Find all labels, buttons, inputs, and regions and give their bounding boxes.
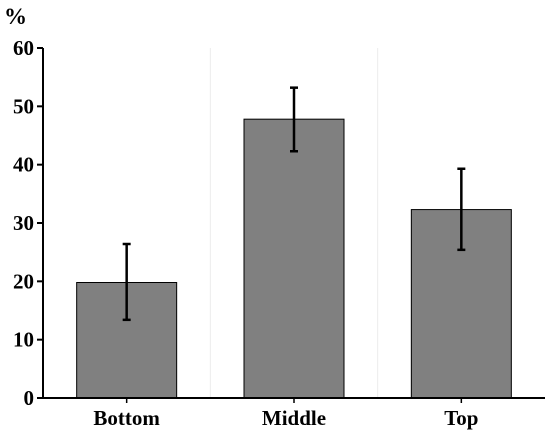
y-tick-label: 30 bbox=[13, 211, 34, 235]
error-bars bbox=[122, 86, 466, 322]
y-tick-label: 60 bbox=[13, 36, 34, 60]
x-tick-label-top: Top bbox=[444, 406, 478, 430]
y-tick-label: 40 bbox=[13, 153, 34, 177]
bars bbox=[76, 118, 512, 399]
y-tick-label: 20 bbox=[13, 269, 34, 293]
x-axis-labels: Bottom Middle Top bbox=[93, 406, 478, 430]
y-tick-label: 0 bbox=[24, 386, 35, 410]
x-tick-label-middle: Middle bbox=[262, 406, 326, 430]
y-tick-label: 50 bbox=[13, 94, 34, 118]
x-tick-label-bottom: Bottom bbox=[93, 406, 160, 430]
bar-middle bbox=[243, 118, 345, 399]
y-unit-label: % bbox=[4, 4, 27, 29]
y-axis-ticks: 0 10 20 30 40 50 60 bbox=[13, 36, 463, 410]
category-bands bbox=[209, 48, 379, 398]
y-tick-label: 10 bbox=[13, 328, 34, 352]
